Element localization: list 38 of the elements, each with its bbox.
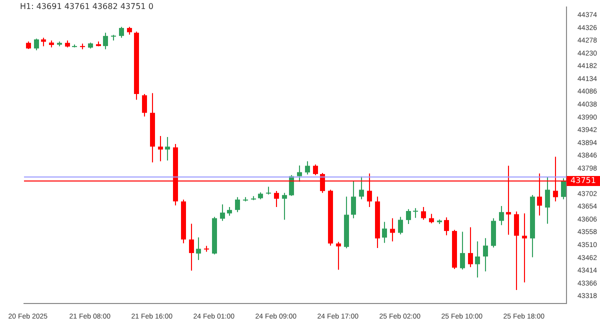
candlestick (305, 160, 310, 176)
candlestick (313, 164, 318, 176)
candlestick (119, 26, 124, 38)
candlestick (165, 136, 170, 161)
candlestick (429, 213, 434, 224)
candlestick (359, 176, 364, 200)
candlestick (483, 238, 488, 272)
candlestick (545, 176, 550, 224)
candlestick (34, 38, 39, 51)
chart-title: H1: 43691 43761 43682 43751 0 (20, 2, 154, 11)
candlestick (297, 165, 302, 182)
candlestick (235, 196, 240, 213)
candlestick (413, 208, 418, 218)
candlestick (444, 216, 449, 236)
candlestick (475, 240, 480, 278)
candlestick (421, 206, 426, 220)
candlestick (561, 178, 566, 200)
candlestick (351, 180, 356, 219)
candlestick (289, 174, 294, 196)
candlestick (460, 231, 465, 270)
candlestick (406, 208, 411, 225)
candlestick (522, 212, 527, 283)
candlestick (382, 221, 387, 244)
candlestick (220, 204, 225, 222)
candlestick (142, 93, 147, 118)
candlestick (282, 192, 287, 220)
candlestick (499, 205, 504, 226)
candlestick (390, 218, 395, 242)
ref-line-label: 43751 (570, 176, 596, 186)
candlestick (468, 226, 473, 268)
candlestick (158, 135, 163, 162)
candlestick (196, 236, 201, 260)
candlestick (274, 190, 279, 208)
candlestick (398, 216, 403, 235)
candlestick (189, 223, 194, 272)
candlestick (514, 211, 519, 291)
candlestick (103, 32, 108, 50)
candlestick (336, 241, 341, 270)
